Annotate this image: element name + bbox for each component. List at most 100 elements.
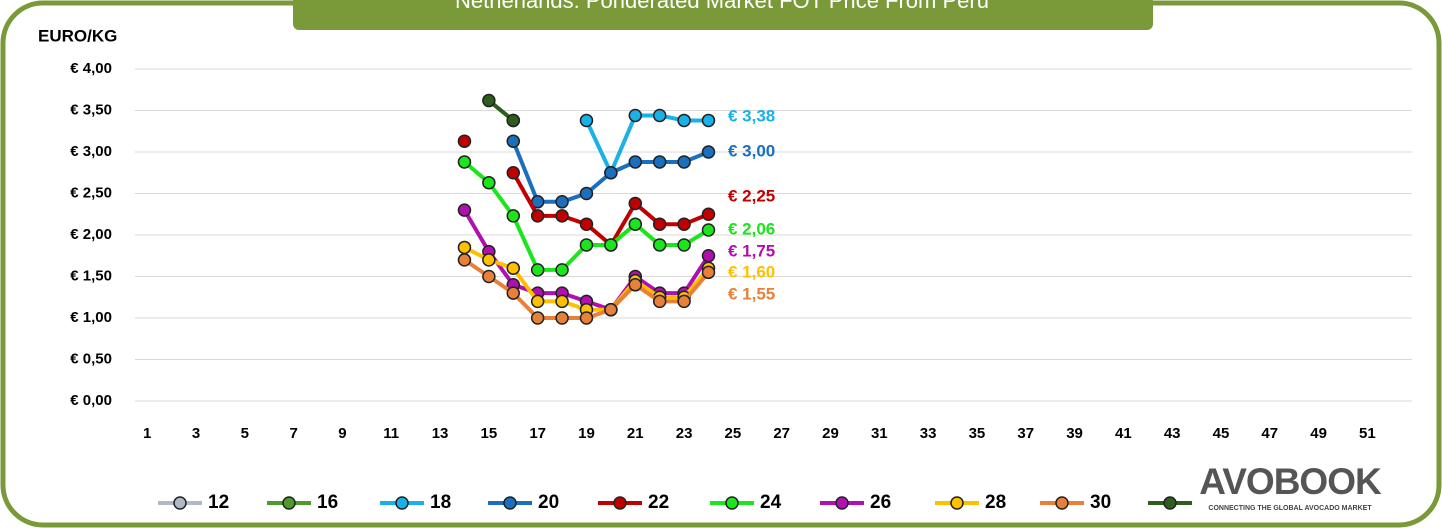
data-point [677, 217, 691, 231]
data-point [604, 302, 618, 317]
x-tick-label: 33 [920, 425, 937, 442]
data-point [530, 294, 545, 309]
data-label: € 3,38 [728, 106, 775, 125]
y-tick-label: € 0,00 [70, 392, 112, 409]
y-tick-label: € 3,50 [70, 101, 112, 118]
data-point [555, 294, 569, 309]
x-tick-label: 17 [529, 425, 546, 442]
x-tick-label: 1 [143, 425, 151, 442]
data-point [579, 217, 594, 231]
y-tick-label: € 0,50 [70, 350, 112, 367]
data-point [506, 261, 521, 275]
logo: AVOBOOK [1199, 461, 1382, 502]
legend-marker [395, 496, 409, 510]
x-tick-label: 21 [627, 425, 644, 442]
data-point [604, 166, 618, 180]
x-tick-label: 37 [1017, 425, 1034, 442]
legend-label: 28 [985, 492, 1006, 513]
data-point [506, 134, 521, 148]
x-tick-label: 15 [481, 425, 498, 442]
x-tick-label: 35 [969, 425, 986, 442]
x-tick-label: 11 [383, 425, 399, 442]
data-point [652, 108, 667, 123]
x-tick-label: 27 [773, 425, 790, 442]
data-point [652, 294, 667, 309]
x-tick-label: 3 [192, 425, 200, 442]
data-label: € 1,55 [728, 284, 775, 303]
data-point [677, 155, 691, 169]
data-point [701, 113, 716, 128]
legend-marker [950, 496, 964, 510]
data-point [530, 263, 545, 277]
data-point [530, 209, 545, 223]
data-point [457, 155, 472, 169]
x-tick-label: 41 [1115, 425, 1132, 442]
logo-tagline: CONNECTING THE GLOBAL AVOCADO MARKET [1208, 505, 1372, 512]
data-point [579, 238, 594, 252]
legend-marker [1163, 496, 1177, 510]
x-tick-label: 19 [578, 425, 595, 442]
x-tick-label: 31 [871, 425, 888, 442]
data-point [652, 217, 667, 231]
x-tick-label: 29 [822, 425, 839, 442]
data-point [555, 311, 569, 325]
x-tick-label: 23 [676, 425, 693, 442]
legend-label: 20 [538, 492, 559, 513]
legend-marker [835, 496, 849, 510]
data-point [482, 93, 496, 108]
data-point [482, 253, 496, 267]
data-point [701, 265, 716, 280]
data-point [457, 253, 472, 267]
data-point [482, 269, 496, 284]
data-point [579, 311, 594, 325]
legend-label: 18 [430, 492, 451, 513]
y-tick-label: € 2,50 [70, 184, 112, 201]
title-banner [293, 0, 1153, 30]
data-label: € 2,06 [728, 219, 775, 238]
data-point [457, 203, 472, 217]
data-point [457, 240, 472, 255]
data-point [555, 263, 569, 277]
legend-label: 22 [648, 492, 669, 513]
x-tick-label: 39 [1066, 425, 1083, 442]
data-label: € 1,75 [728, 241, 775, 260]
x-tick-label: 13 [432, 425, 449, 442]
data-point [579, 113, 594, 128]
data-point [579, 186, 594, 201]
data-point [506, 166, 521, 180]
data-point [701, 145, 716, 159]
y-tick-label: € 1,00 [70, 309, 112, 326]
data-point [701, 223, 716, 237]
legend-label: 16 [317, 492, 338, 513]
data-label: € 2,25 [728, 186, 775, 205]
x-tick-label: 47 [1261, 425, 1278, 442]
data-point [530, 311, 545, 325]
legend-marker [613, 496, 627, 510]
chart-title: Netherlands: Ponderated Market FOT Price… [455, 0, 989, 13]
data-point [652, 155, 667, 169]
x-tick-label: 45 [1213, 425, 1230, 442]
data-point [506, 209, 521, 223]
legend-marker [282, 496, 296, 510]
x-tick-label: 49 [1310, 425, 1327, 442]
data-point [652, 238, 667, 252]
data-point [677, 113, 691, 128]
data-point [482, 175, 496, 190]
x-tick-label: 25 [725, 425, 742, 442]
data-point [628, 278, 643, 292]
data-point [555, 209, 569, 223]
legend-label: 24 [760, 492, 782, 513]
legend-marker [1055, 496, 1069, 510]
x-tick-label: 7 [289, 425, 297, 442]
x-tick-label: 51 [1359, 425, 1376, 442]
data-point [506, 286, 521, 300]
y-axis-label: EURO/KG [38, 26, 117, 45]
legend-label: 26 [870, 492, 891, 513]
data-label: € 3,00 [728, 141, 775, 160]
legend-marker [725, 496, 739, 510]
data-point [701, 207, 716, 221]
y-tick-label: € 1,50 [70, 267, 112, 284]
data-point [677, 294, 691, 309]
